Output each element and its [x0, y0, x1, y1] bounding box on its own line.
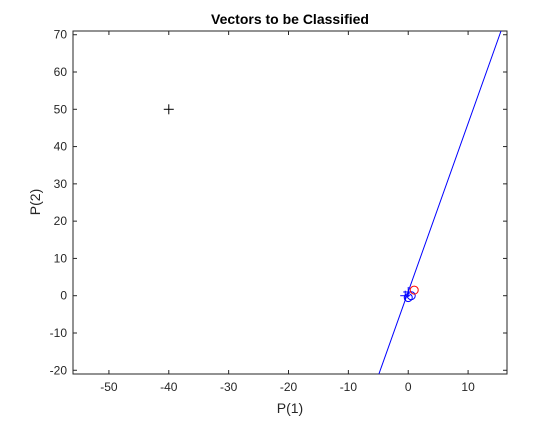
y-tick-label: -20: [50, 363, 68, 377]
y-tick-label: 20: [54, 214, 68, 228]
x-tick-label: -20: [280, 380, 298, 394]
x-axis-label: P(1): [277, 400, 303, 416]
plus-marker: [163, 104, 174, 115]
y-tick-label: -10: [50, 326, 68, 340]
x-axis: -50 -40 -30 -20 -10 0 10: [100, 31, 475, 394]
y-axis: -20 -10 0 10 20 30 40 50 60 70: [50, 28, 507, 377]
circle-marker: [406, 291, 416, 301]
x-tick-label: -10: [340, 380, 358, 394]
y-tick-label: 40: [54, 140, 68, 154]
y-tick-label: 50: [54, 102, 68, 116]
y-tick-label: 0: [60, 289, 67, 303]
plot-area: [72, 30, 508, 375]
chart-title: Vectors to be Classified: [211, 11, 369, 27]
y-tick-label: 70: [54, 28, 68, 42]
x-tick-label: -50: [100, 380, 118, 394]
x-tick-label: 0: [405, 380, 412, 394]
x-tick-label: -30: [220, 380, 238, 394]
decision-boundary-line: [378, 31, 502, 374]
circle-marker: [409, 285, 419, 295]
circle-marker: [403, 293, 413, 303]
y-axis-label: P(2): [27, 189, 43, 215]
y-tick-label: 60: [54, 65, 68, 79]
data-layer: [163, 31, 502, 374]
x-tick-label: -40: [160, 380, 178, 394]
y-tick-label: 10: [54, 251, 68, 265]
y-tick-label: 30: [54, 177, 68, 191]
x-tick-label: 10: [461, 380, 475, 394]
